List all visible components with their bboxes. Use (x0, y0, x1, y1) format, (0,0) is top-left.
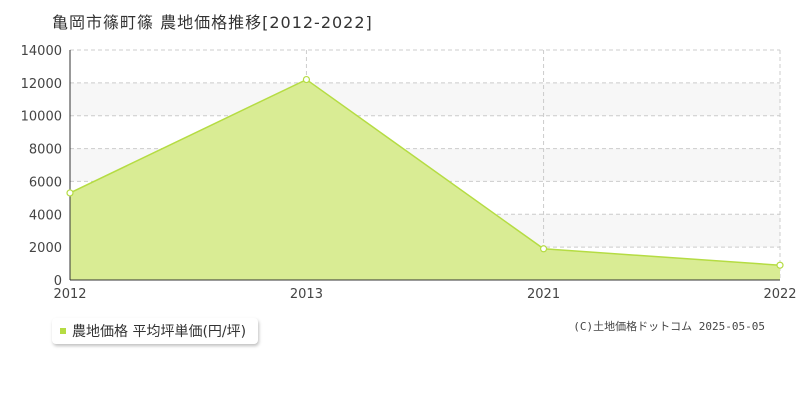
x-tick-label: 2013 (290, 287, 323, 302)
y-axis-tick-labels: 0 2000 4000 6000 8000 10000 12000 14000 (21, 44, 62, 289)
y-tick-label: 4000 (29, 208, 62, 223)
plot-band (70, 82, 780, 116)
legend-label: 農地価格 平均坪単価(円/坪) (72, 324, 247, 340)
legend: 農地価格 平均坪単価(円/坪) (52, 318, 259, 344)
y-tick-label: 10000 (21, 110, 62, 125)
data-points (66, 75, 784, 269)
data-point (539, 245, 548, 253)
legend-marker-icon (60, 328, 66, 334)
y-tick-label: 0 (54, 274, 62, 289)
copyright-text: (C)土地価格ドットコム 2025-05-05 (573, 320, 765, 333)
y-tick-label: 12000 (21, 77, 62, 92)
x-tick-label: 2022 (763, 287, 796, 302)
y-tick-label: 8000 (29, 143, 62, 158)
y-tick-label: 6000 (29, 175, 62, 190)
x-tick-label: 2021 (527, 287, 560, 302)
data-point (776, 261, 784, 269)
area-series-line (69, 78, 781, 266)
data-point (302, 75, 311, 84)
x-axis-tick-labels: 2012 2013 2021 2022 (53, 287, 796, 302)
chart-title: 亀岡市篠町篠 農地価格推移[2012-2022] (52, 13, 373, 32)
x-tick-label: 2012 (53, 287, 86, 302)
axes (69, 50, 780, 281)
y-tick-label: 2000 (29, 241, 62, 256)
y-tick-label: 14000 (21, 44, 62, 59)
area-series-fill (70, 79, 780, 280)
data-point (66, 189, 74, 197)
